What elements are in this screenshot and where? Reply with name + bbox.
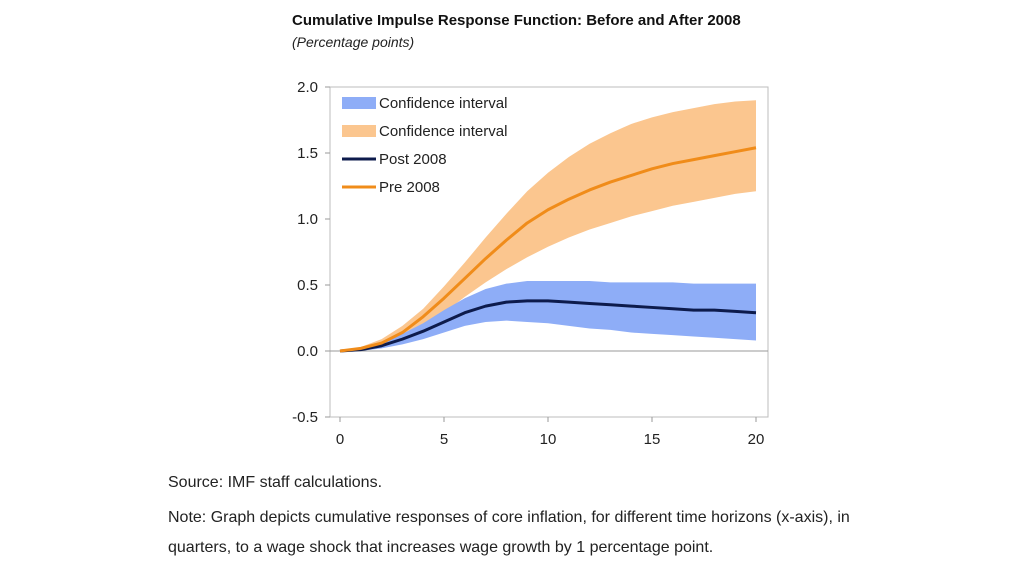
legend-swatch	[342, 125, 376, 137]
y-tick-label: 1.5	[297, 145, 318, 162]
y-tick-label: 0.5	[297, 277, 318, 294]
plot-area-frame	[329, 86, 769, 418]
confidence-band-pre-2008	[340, 100, 756, 351]
x-tick-label: 0	[336, 431, 344, 448]
legend-label: Confidence interval	[379, 95, 507, 112]
footnote: Note: Graph depicts cumulative responses…	[168, 509, 850, 556]
x-tick-label: 10	[540, 431, 557, 448]
legend-label: Pre 2008	[379, 179, 440, 196]
y-tick-label: -0.5	[292, 409, 318, 426]
chart-title: Cumulative Impulse Response Function: Be…	[292, 12, 741, 29]
x-tick-label: 20	[748, 431, 765, 448]
source-note: Source: IMF staff calculations.	[168, 474, 383, 491]
x-tick-label: 15	[644, 431, 661, 448]
series-lines	[339, 146, 757, 353]
y-tick-label: 1.0	[297, 211, 318, 228]
x-tick-label: 5	[440, 431, 448, 448]
confidence-band-post-2008	[340, 281, 756, 351]
y-axis: -0.5 0.0 0.5 1.0 1.5 2.0	[292, 79, 330, 426]
legend: Confidence interval Confidence interval Po…	[342, 95, 507, 196]
legend-swatch	[342, 97, 376, 109]
x-axis: 0 5 10 15 20	[336, 417, 765, 448]
legend-label: Post 2008	[379, 151, 447, 168]
y-tick-label: 0.0	[297, 343, 318, 360]
legend-label: Confidence interval	[379, 123, 507, 140]
series-line-pre-2008	[339, 146, 757, 353]
y-tick-label: 2.0	[297, 79, 318, 96]
series-line-post-2008	[339, 299, 757, 353]
chart-subtitle: (Percentage points)	[292, 34, 415, 50]
confidence-bands	[340, 100, 756, 351]
